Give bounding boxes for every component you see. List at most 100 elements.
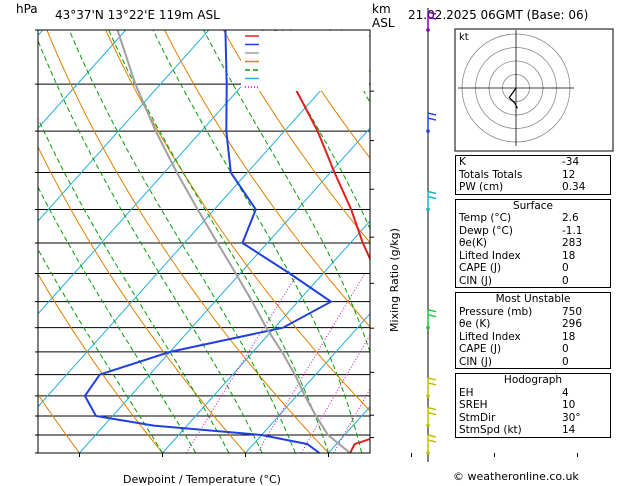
row-value: 750: [562, 305, 583, 318]
row-label: Dewp (°C): [459, 224, 513, 237]
series-line-dewpoint: [83, 30, 333, 453]
isotherm-line: [38, 30, 127, 129]
wind-barb: [427, 11, 437, 30]
isotherm-line: [38, 30, 210, 222]
table-row: PW (cm) 0.34: [456, 181, 610, 194]
location-label: 43°37'N 13°22'E 119m ASL: [55, 8, 220, 22]
hodograph-frame: [454, 28, 614, 152]
row-value: 10: [562, 399, 576, 411]
mixing-ratio-line: [185, 273, 299, 453]
wet-adiabat-line: [38, 117, 230, 453]
dry-adiabat-line: [38, 393, 80, 453]
wind-barb-dot: [426, 28, 430, 32]
row-value: -34: [562, 156, 580, 168]
row-label: SREH: [459, 399, 488, 411]
isotherm-line: [79, 127, 370, 453]
isotherm-line: [162, 220, 370, 453]
isotherm-line: [38, 30, 44, 37]
row-value: 18: [562, 249, 576, 262]
legend: [241, 31, 369, 91]
row-label: Temp (°C): [459, 212, 512, 224]
row-value: 4: [562, 386, 569, 399]
indices-panel: K -34 Totals Totals 12 PW (cm) 0.34 Surface T…: [455, 155, 611, 442]
background-lines: [38, 30, 370, 453]
row-value: 0: [562, 343, 569, 355]
row-label: K: [459, 156, 466, 168]
row-value: 0: [562, 262, 569, 274]
row-value: 12: [562, 168, 576, 181]
x-axis-title: Dewpoint / Temperature (°C): [123, 473, 281, 486]
row-label: StmSpd (kt): [459, 424, 522, 436]
row-value: 0: [562, 355, 569, 368]
wet-adiabat-line: [108, 30, 329, 453]
wet-adiabat-line: [152, 30, 363, 453]
datetime-label: 21.02.2025 06GMT (Base: 06): [408, 8, 588, 22]
dry-adiabat-line: [38, 145, 246, 453]
wind-barb: [427, 434, 437, 453]
wind-barb-dot: [426, 129, 430, 133]
table-row: CIN (J) 0: [456, 275, 610, 288]
hodograph-table-title: Hodograph: [503, 374, 563, 386]
wet-adiabat-line: [261, 30, 370, 230]
plot-frame: [37, 29, 371, 454]
mixing-ratio-line: [256, 273, 366, 453]
table-row: CAPE (J) 0: [456, 343, 610, 356]
table-row: θe(K) 283: [456, 237, 610, 250]
row-value: 0.34: [562, 181, 586, 193]
table-row: Lifted Index 18: [456, 331, 610, 344]
wind-barb-dot: [426, 207, 430, 212]
profiles: [83, 30, 370, 453]
row-value: -1.1: [562, 224, 583, 237]
table-row: θe (K) 296: [456, 318, 610, 331]
row-label: Pressure (mb): [459, 305, 533, 318]
wind-barb: [427, 377, 437, 396]
row-value: 30°: [562, 411, 581, 424]
series-line-parcel-trajectory: [116, 30, 351, 453]
wet-adiabat-line: [38, 186, 197, 453]
wind-barb: [427, 406, 437, 426]
hodograph: kt: [454, 28, 614, 152]
most-unstable-box: Most Unstable Pressure (mb) 750 θe (K) 296 L…: [455, 292, 611, 369]
wind-barb: [427, 112, 437, 132]
row-label: CIN (J): [459, 355, 492, 368]
pressure-axis: [35, 29, 38, 454]
most-unstable-title: Most Unstable: [495, 293, 571, 305]
wind-barb-dot: [426, 423, 430, 428]
table-row: CIN (J) 0: [456, 356, 610, 369]
table-row: Totals Totals 12: [456, 169, 610, 182]
wet-adiabat-line: [38, 39, 263, 453]
mixing-ratio-line: [333, 388, 370, 453]
copyright-text: © weatheronline.co.uk: [453, 470, 579, 483]
indices-box: K -34 Totals Totals 12 PW (cm) 0.34: [455, 155, 611, 195]
table-row: SREH 10: [456, 399, 610, 412]
row-value: 18: [562, 330, 576, 343]
row-label: θe (K): [459, 318, 491, 330]
row-label: StmDir: [459, 411, 496, 424]
isotherm-line: [245, 313, 370, 453]
wind-barb: [427, 190, 437, 210]
isotherm-line: [38, 30, 293, 315]
isotherm-line: [38, 34, 370, 408]
mixing-ratio-line: [300, 334, 370, 453]
row-value: 2.6: [562, 212, 579, 224]
dry-adiabat-line: [222, 30, 370, 244]
wind-barb-dot: [426, 451, 430, 455]
row-label: CAPE (J): [459, 343, 502, 355]
legend-background: [241, 31, 369, 91]
y2-axis-title: Mixing Ratio (g/kg): [388, 228, 401, 332]
row-value: 296: [562, 318, 583, 330]
row-label: CAPE (J): [459, 262, 502, 274]
table-row: CAPE (J) 0: [456, 262, 610, 275]
row-label: θe(K): [459, 237, 487, 249]
table-row: Lifted Index 18: [456, 250, 610, 263]
table-row: Temp (°C) 2.6: [456, 212, 610, 225]
dry-adiabat-line: [46, 30, 329, 453]
row-value: 14: [562, 424, 576, 436]
table-row: K -34: [456, 156, 610, 169]
row-value: 283: [562, 237, 583, 249]
row-label: Lifted Index: [459, 249, 521, 262]
row-label: EH: [459, 386, 474, 399]
dry-adiabat-line: [38, 273, 163, 453]
table-row: Pressure (mb) 750: [456, 306, 610, 319]
wind-barb: [427, 308, 437, 328]
